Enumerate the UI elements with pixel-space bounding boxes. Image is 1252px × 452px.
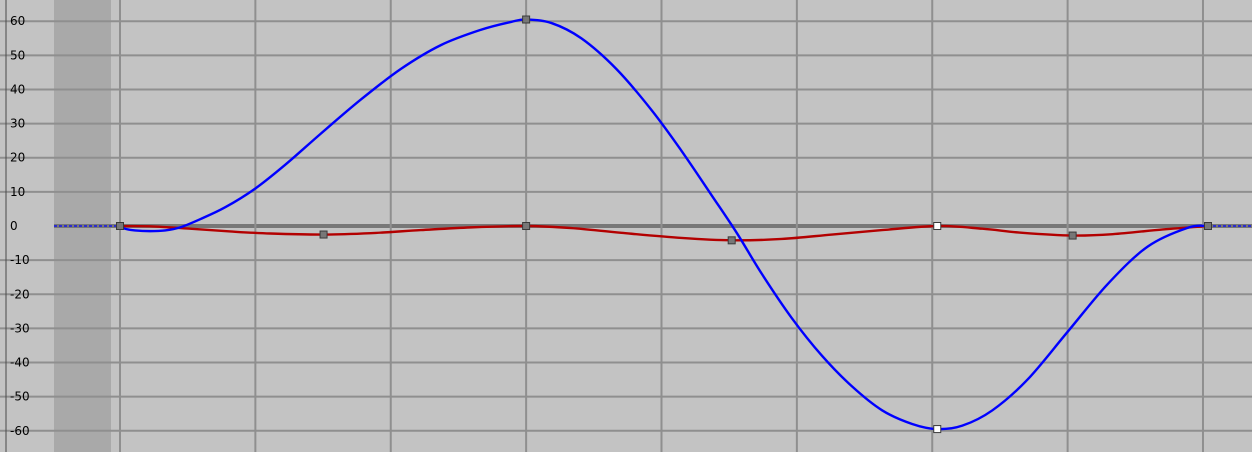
- keyframe-series-2[interactable]: [1068, 231, 1077, 240]
- y-tick-label: 10: [10, 185, 25, 199]
- y-tick-label: 20: [10, 151, 25, 165]
- y-tick-label: -20: [10, 287, 30, 301]
- keyframe-series-2[interactable]: [522, 222, 531, 230]
- selected-keyframe[interactable]: [933, 425, 942, 434]
- y-tick-label: -50: [10, 390, 30, 404]
- keyframe-series-2[interactable]: [319, 230, 328, 239]
- selected-keyframe[interactable]: [933, 222, 942, 230]
- curve-series-1[interactable]: [118, 18, 1210, 431]
- curve-series-2[interactable]: [118, 224, 1210, 242]
- y-tick-label: 30: [10, 117, 25, 131]
- y-tick-label: -30: [10, 321, 30, 335]
- keyframe-series-1[interactable]: [116, 222, 124, 230]
- y-tick-label: 40: [10, 82, 25, 96]
- keyframe-series-1[interactable]: [1204, 222, 1212, 230]
- curves: [118, 18, 1210, 431]
- keyframe-series-1[interactable]: [522, 15, 531, 24]
- keyframe-series-2[interactable]: [727, 236, 736, 245]
- y-tick-label: 60: [10, 14, 25, 28]
- y-tick-label: 0: [10, 219, 18, 233]
- y-tick-label: -60: [10, 424, 30, 438]
- value-axis-labels: 60 50 40 30 20 10 0 -10 -20 -30 -40 -50 -60: [10, 14, 30, 438]
- keyframes: [116, 15, 1212, 434]
- y-tick-label: -40: [10, 356, 30, 370]
- y-tick-label: -10: [10, 253, 30, 267]
- y-tick-label: 50: [10, 48, 25, 62]
